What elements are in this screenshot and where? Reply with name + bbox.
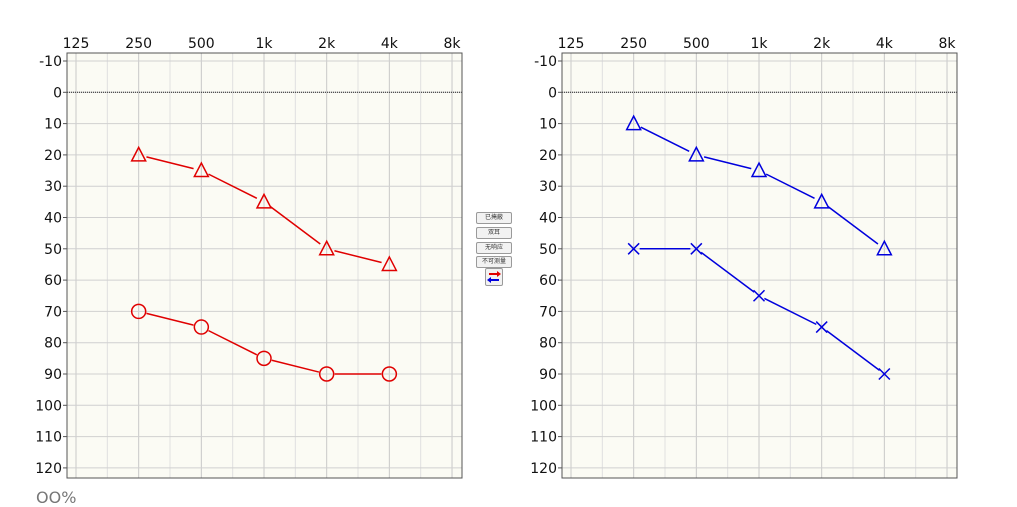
cross-stroke (815, 321, 828, 334)
cross-marker (878, 367, 891, 381)
circle-marker (256, 350, 272, 367)
x-tick-label: 4k (381, 36, 399, 52)
cross-stroke (627, 242, 640, 255)
series-line-segment (271, 359, 320, 373)
y-tick-label: 30 (44, 179, 62, 195)
series-line-segment (827, 206, 879, 245)
circle-marker (381, 366, 398, 382)
triangle-marker (130, 145, 147, 162)
cross-stroke (690, 242, 703, 255)
bottom-text-fragment: OO% (36, 488, 77, 507)
y-tick-label: 60 (44, 273, 62, 289)
circle-marker (130, 303, 147, 320)
cross-marker (752, 289, 766, 302)
cross-stroke (878, 367, 891, 381)
y-tick-label: 80 (44, 336, 62, 352)
triangle-marker (625, 114, 642, 131)
y-tick-label: 50 (539, 242, 557, 258)
y-tick-label: 80 (539, 336, 557, 352)
left-ear-audiogram: 125 250 500 1k 2k 4k 8k -10 0 10 20 30 40 50 60 70 80 90 1… (530, 36, 958, 479)
y-tick-label: 20 (44, 148, 62, 164)
y-tick-label: 120 (530, 461, 557, 477)
series-line-segment (826, 330, 880, 372)
x-tick-label: 250 (620, 36, 647, 52)
y-tick-label: 40 (44, 211, 62, 227)
y-tick-label: -10 (39, 54, 62, 70)
y-tick-label: 90 (539, 367, 557, 383)
y-tick-label: 100 (35, 398, 62, 414)
circle-marker (318, 366, 335, 382)
series-line-segment (146, 312, 194, 326)
x-tick-label: 1k (751, 36, 769, 52)
x-tick-label: 2k (318, 36, 336, 52)
y-tick-label: 10 (44, 117, 62, 133)
x-tick-label: 250 (125, 36, 152, 52)
x-tick-label: 4k (876, 36, 894, 52)
triangle-marker (876, 239, 893, 256)
triangle-marker (750, 161, 768, 178)
series-line-segment (703, 156, 752, 170)
y-tick-label: 30 (539, 179, 557, 195)
series-line-segment (765, 173, 815, 199)
y-tick-label: 50 (44, 242, 62, 258)
swap-ears-button[interactable] (485, 268, 503, 286)
cross-stroke (752, 289, 766, 302)
triangle-marker (193, 161, 210, 178)
x-tick-label: 8k (939, 36, 957, 52)
y-tick-label: 20 (539, 148, 557, 164)
cross-marker (690, 242, 703, 255)
y-tick-label: 90 (44, 367, 62, 383)
y-tick-label: 40 (539, 211, 557, 227)
y-tick-label: 60 (539, 273, 557, 289)
series-line-segment (269, 206, 321, 245)
triangle-marker (688, 145, 705, 162)
triangle-marker (318, 239, 335, 256)
triangle-marker (255, 192, 273, 209)
series-line-segment (208, 329, 258, 356)
y-tick-label: 0 (548, 85, 557, 101)
series-line-segment (640, 126, 690, 152)
x-tick-label: 2k (813, 36, 831, 52)
masked-button[interactable]: 已掩蔽 (476, 212, 512, 224)
x-tick-label: 500 (188, 36, 215, 52)
triangle-marker (813, 192, 830, 209)
swap-arrows-icon (487, 271, 501, 283)
y-tick-label: 0 (53, 85, 62, 101)
y-tick-label: 10 (539, 117, 557, 133)
x-tick-label: 500 (683, 36, 710, 52)
binaural-button[interactable]: 双耳 (476, 227, 512, 239)
x-tick-label: 1k (256, 36, 274, 52)
y-tick-label: 70 (44, 304, 62, 320)
series-line-segment (700, 251, 755, 293)
y-tick-label: 100 (530, 398, 557, 414)
plot-border (66, 52, 463, 479)
x-tick-label: 125 (63, 36, 90, 52)
x-tick-label: 8k (444, 36, 462, 52)
circle-marker (193, 319, 210, 335)
series-line-segment (334, 250, 382, 264)
cross-marker (627, 242, 640, 255)
y-tick-label: -10 (534, 54, 557, 70)
cross-marker (815, 321, 828, 334)
series-line-segment (146, 156, 194, 170)
y-tick-label: 110 (35, 430, 62, 446)
no-response-button[interactable]: 无响应 (476, 242, 512, 254)
right-ear-audiogram: 125 250 500 1k 2k 4k 8k -10 0 10 20 30 40 50 60 70 80 90 1… (35, 36, 463, 479)
series-line-segment (208, 173, 258, 199)
y-tick-label: 70 (539, 304, 557, 320)
y-tick-label: 110 (530, 430, 557, 446)
unmeasurable-button[interactable]: 不可测量 (476, 256, 512, 268)
triangle-marker (381, 255, 398, 272)
y-tick-label: 120 (35, 461, 62, 477)
plot-border (561, 52, 958, 479)
x-tick-label: 125 (558, 36, 585, 52)
series-line-segment (764, 297, 817, 326)
